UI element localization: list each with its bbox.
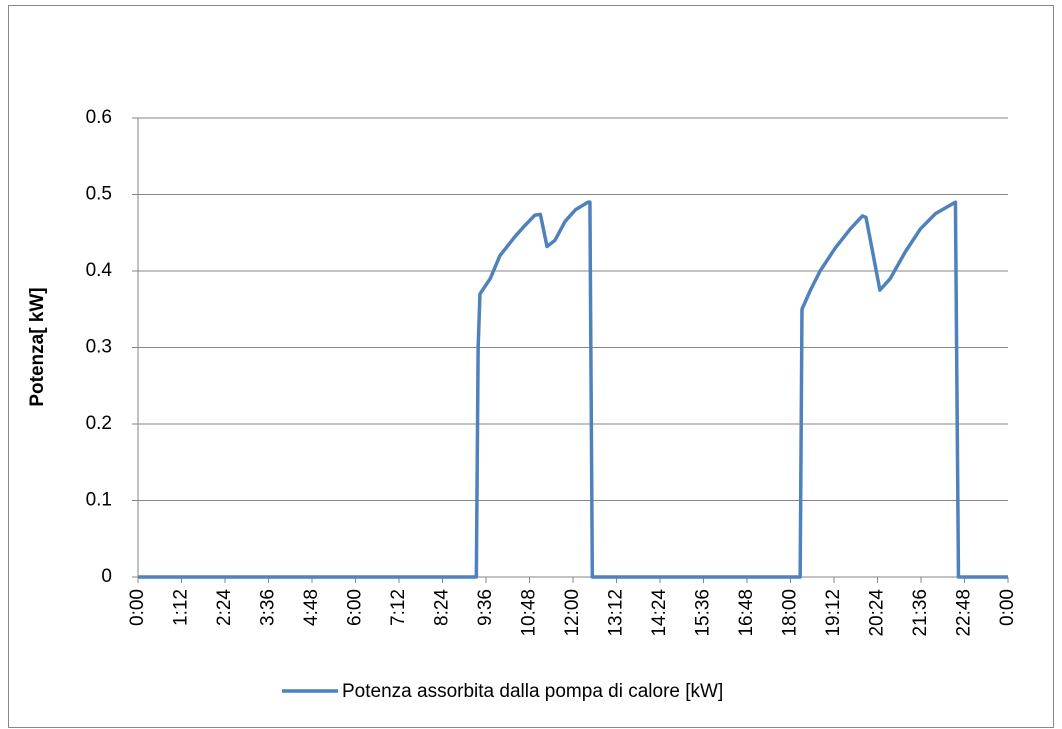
y-tick-label: 0 xyxy=(101,566,112,587)
x-tick-label: 8:24 xyxy=(432,589,453,626)
x-tick-label: 16:48 xyxy=(736,589,757,637)
y-tick-label: 0.2 xyxy=(86,413,112,434)
x-tick-label: 19:12 xyxy=(823,589,844,637)
y-tick-label: 0.3 xyxy=(86,337,112,358)
x-tick-label: 4:48 xyxy=(301,589,322,626)
x-tick-label: 14:24 xyxy=(649,589,670,637)
x-tick-label: 7:12 xyxy=(388,589,409,626)
x-tick-label: 0:00 xyxy=(997,589,1018,626)
x-tick-label: 3:36 xyxy=(258,589,279,626)
y-axis-title: Potenza[ kW] xyxy=(27,287,48,406)
x-tick-label: 15:36 xyxy=(693,589,714,637)
y-tick-label: 0.1 xyxy=(86,490,112,511)
y-tick-label: 0.5 xyxy=(86,184,112,205)
y-tick-label: 0.6 xyxy=(86,107,112,128)
x-tick-label: 12:00 xyxy=(562,589,583,637)
x-tick-label: 21:36 xyxy=(910,589,931,637)
x-tick-label: 13:12 xyxy=(606,589,627,637)
x-tick-label: 1:12 xyxy=(171,589,192,626)
x-tick-label: 18:00 xyxy=(780,589,801,637)
chart-border xyxy=(8,5,1054,728)
x-tick-label: 20:24 xyxy=(867,589,888,637)
x-tick-label: 0:00 xyxy=(127,589,148,626)
x-tick-label: 2:24 xyxy=(214,589,235,626)
line-series xyxy=(138,200,1008,579)
legend-label: Potenza assorbita dalla pompa di calore … xyxy=(342,681,723,702)
x-tick-label: 22:48 xyxy=(954,589,975,637)
x-tick-label: 10:48 xyxy=(519,589,540,637)
x-tick-label: 6:00 xyxy=(345,589,366,626)
x-tick-label: 9:36 xyxy=(475,589,496,626)
y-tick-label: 0.4 xyxy=(86,260,113,281)
